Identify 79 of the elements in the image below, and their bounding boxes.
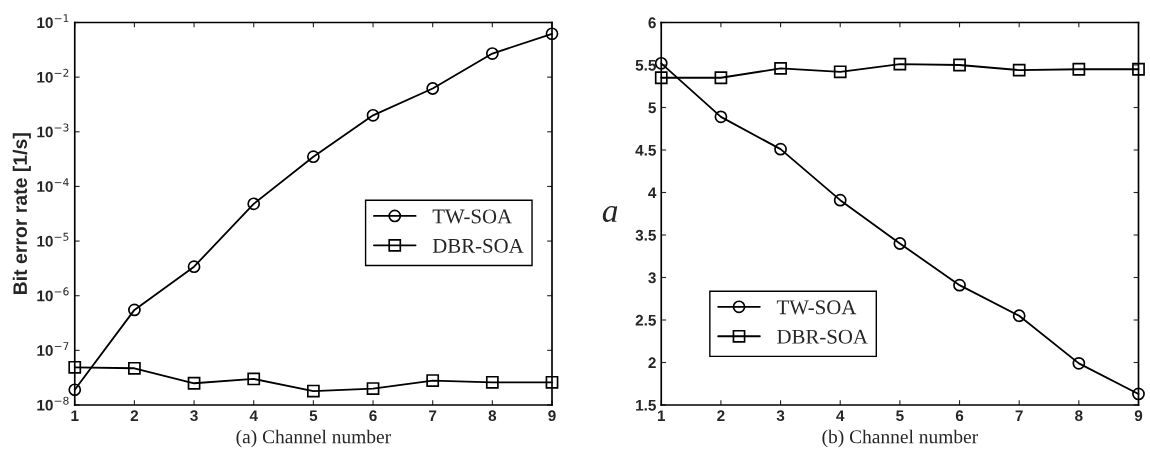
x-tick-label: 8	[488, 410, 497, 422]
point	[833, 193, 847, 207]
point	[714, 110, 728, 124]
point	[953, 58, 966, 72]
point	[774, 62, 787, 75]
point	[1072, 356, 1086, 370]
x-tick-label: 5	[896, 410, 904, 422]
point	[485, 375, 499, 389]
point	[485, 47, 499, 60]
y-tick-label: 10$^{−7}$	[37, 342, 69, 356]
y-tick-label: 10$^{−1}$	[37, 14, 69, 29]
x-axis-title: (b) Channel number	[822, 429, 978, 448]
point	[68, 360, 82, 374]
y-tick-label: 4	[648, 187, 657, 199]
point	[833, 65, 847, 79]
point	[366, 108, 380, 122]
x-tick-label: 1	[71, 410, 79, 421]
point	[366, 382, 380, 395]
y-tick-label: 10$^{−5}$	[37, 232, 69, 247]
point	[128, 303, 141, 317]
y-tick-label: 6	[648, 17, 656, 29]
y-tick-label: 1.5	[636, 400, 656, 411]
point	[1072, 62, 1086, 76]
point	[187, 376, 201, 390]
point	[187, 260, 201, 274]
y-tick-label: 10$^{−6}$	[37, 287, 69, 302]
y-tick-label: 3	[648, 272, 656, 284]
y-axis-title: a	[602, 206, 618, 223]
x-tick-label: 4	[249, 410, 258, 421]
legend-label: DBR-SOA	[432, 238, 524, 253]
point	[426, 82, 440, 95]
y-tick-label: 3.5	[635, 229, 656, 241]
point	[714, 71, 728, 85]
legend-label: TW-SOA	[776, 300, 857, 315]
x-tick-label: 3	[190, 410, 198, 422]
x-tick-label: 4	[836, 410, 845, 421]
y-tick-label: 4.5	[635, 145, 656, 156]
point	[545, 27, 559, 41]
y-tick-label: 2	[648, 357, 656, 369]
x-axis-title: (a) Channel number	[236, 429, 391, 448]
point	[893, 57, 907, 71]
x-tick-label: 2	[130, 410, 139, 421]
x-tick-label: 3	[776, 410, 785, 422]
y-tick-label: 5.5	[635, 60, 656, 71]
point	[1012, 309, 1026, 323]
x-tick-label: 8	[1075, 410, 1083, 422]
y-tick-label: 5	[648, 102, 656, 114]
point	[545, 375, 559, 389]
point	[1132, 62, 1145, 76]
legend-label: TW-SOA	[432, 209, 512, 224]
point	[426, 374, 440, 387]
x-tick-label: 2	[717, 410, 725, 421]
x-tick-label: 6	[369, 410, 377, 422]
x-tick-label: 6	[955, 410, 964, 422]
point	[893, 237, 907, 250]
x-tick-label: 7	[429, 410, 437, 421]
point	[128, 361, 141, 375]
point	[68, 383, 82, 397]
y-axis-title: Bit error rate [1/s]	[12, 133, 31, 295]
y-tick-label: 10$^{−4}$	[37, 178, 69, 193]
x-tick-label: 1	[657, 410, 666, 421]
point	[774, 142, 787, 156]
y-tick-label: 10$^{−3}$	[37, 123, 69, 138]
point	[247, 372, 261, 386]
point	[247, 197, 261, 211]
point	[1012, 63, 1026, 77]
y-tick-label: 10$^{−2}$	[37, 68, 69, 83]
x-tick-label: 9	[1134, 410, 1143, 422]
point	[953, 278, 966, 292]
x-tick-label: 5	[309, 410, 318, 422]
x-tick-label: 9	[548, 410, 556, 422]
x-tick-label: 7	[1015, 410, 1023, 421]
y-tick-label: 2.5	[635, 314, 656, 326]
point	[1132, 387, 1145, 401]
y-tick-label: 10$^{−8}$	[37, 396, 69, 411]
legend-label: DBR-SOA	[777, 329, 868, 344]
point	[306, 384, 320, 398]
point	[654, 71, 668, 85]
point	[306, 150, 320, 164]
